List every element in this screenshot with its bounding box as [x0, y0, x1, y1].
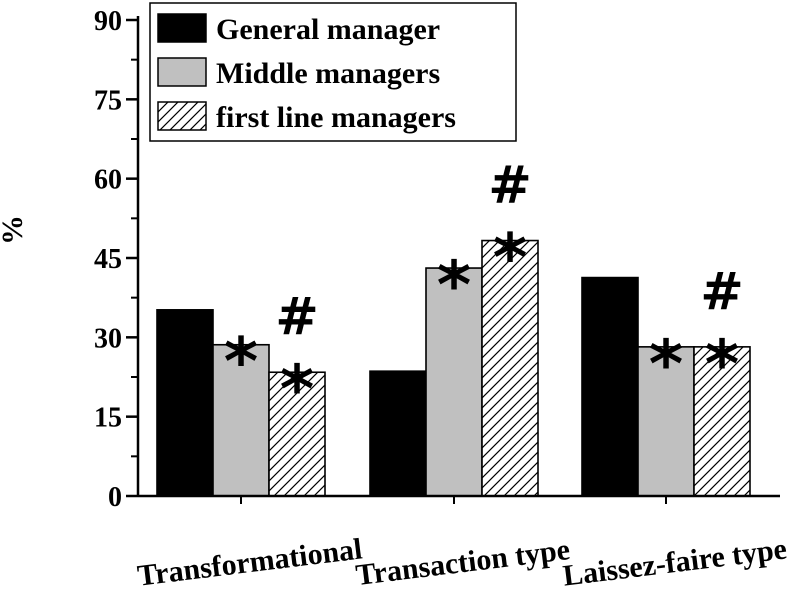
y-tick-label: 0	[108, 482, 122, 513]
bar	[481, 239, 539, 497]
y-tick-label: 45	[94, 244, 122, 275]
significance-asterisk: *	[224, 324, 259, 401]
bar	[693, 346, 751, 497]
x-tick-label: Laissez-faire type	[561, 532, 789, 592]
significance-hash: #	[700, 262, 744, 322]
bar	[268, 371, 326, 497]
significance-asterisk: *	[493, 220, 528, 297]
y-tick-label: 75	[94, 85, 122, 116]
x-tick-label: Transaction type	[354, 533, 572, 592]
legend: General manager Middle managers first line…	[149, 2, 517, 142]
legend-swatch	[157, 13, 207, 43]
legend-label: General manager	[216, 13, 440, 46]
legend-swatch	[157, 101, 207, 131]
bar	[369, 370, 427, 497]
bars	[156, 239, 751, 497]
significance-hash: #	[275, 287, 319, 347]
y-axis-label: %	[0, 215, 29, 245]
bar	[581, 276, 639, 497]
legend-label: first line managers	[216, 101, 456, 134]
y-tick-label: 90	[94, 6, 122, 37]
y-tick-label: 15	[94, 403, 122, 434]
significance-asterisk: *	[280, 351, 315, 428]
bar	[156, 309, 214, 497]
y-tick-label: 60	[94, 165, 122, 196]
significance-asterisk: *	[705, 326, 740, 403]
legend-swatch	[157, 57, 207, 87]
legend-box	[149, 2, 517, 142]
significance-asterisk: *	[649, 326, 684, 403]
significance-hash: #	[488, 156, 532, 216]
bar	[637, 346, 695, 497]
y-tick-label: 30	[94, 323, 122, 354]
significance-asterisk: *	[437, 247, 472, 324]
legend-label: Middle managers	[216, 57, 440, 90]
y-axis: 0 15 30 45 60 75 90	[94, 6, 140, 513]
significance-markers: * *# * *#* *#	[224, 156, 744, 429]
x-tick-label: Transformational	[136, 532, 364, 592]
